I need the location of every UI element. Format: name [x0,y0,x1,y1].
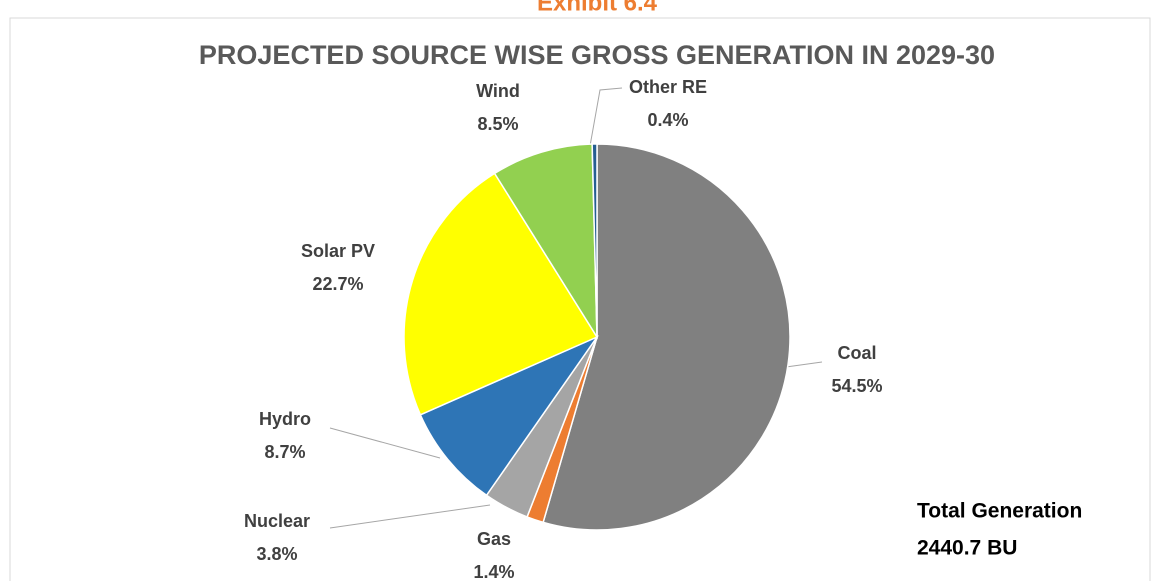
slice-value-label: 3.8% [256,544,297,564]
slice-value-label: 8.7% [264,442,305,462]
pie-slice [591,143,598,338]
leader-line [329,427,441,459]
slice-label: Other RE [629,77,707,97]
slice-label: Nuclear [244,511,310,531]
pie-slice [493,143,598,340]
slice-value-label: 54.5% [831,376,882,396]
pie-slice [419,335,600,497]
leader-line [329,504,491,529]
slice-label: Wind [476,81,520,101]
annotation: 2440.7 BU [917,537,1017,560]
slice-label: Solar PV [301,241,375,261]
leader-line [785,361,823,368]
pie-slice [542,143,791,531]
slice-value-label: 22.7% [312,274,363,294]
leader-line [589,87,623,147]
pie-slice [403,172,599,416]
slice-label: Gas [477,529,511,549]
slice-value-label: 8.5% [477,114,518,134]
slice-value-label: 0.4% [647,110,688,130]
slice-value-label: 1.4% [473,562,514,581]
exhibit-label: Exhibit 6.4 [537,0,658,16]
annotation: Total Generation [917,500,1082,523]
slice-label: Coal [837,343,876,363]
chart-title: PROJECTED SOURCE WISE GROSS GENERATION I… [199,40,995,70]
leader-lines [329,87,823,529]
slice-label: Hydro [259,409,311,429]
